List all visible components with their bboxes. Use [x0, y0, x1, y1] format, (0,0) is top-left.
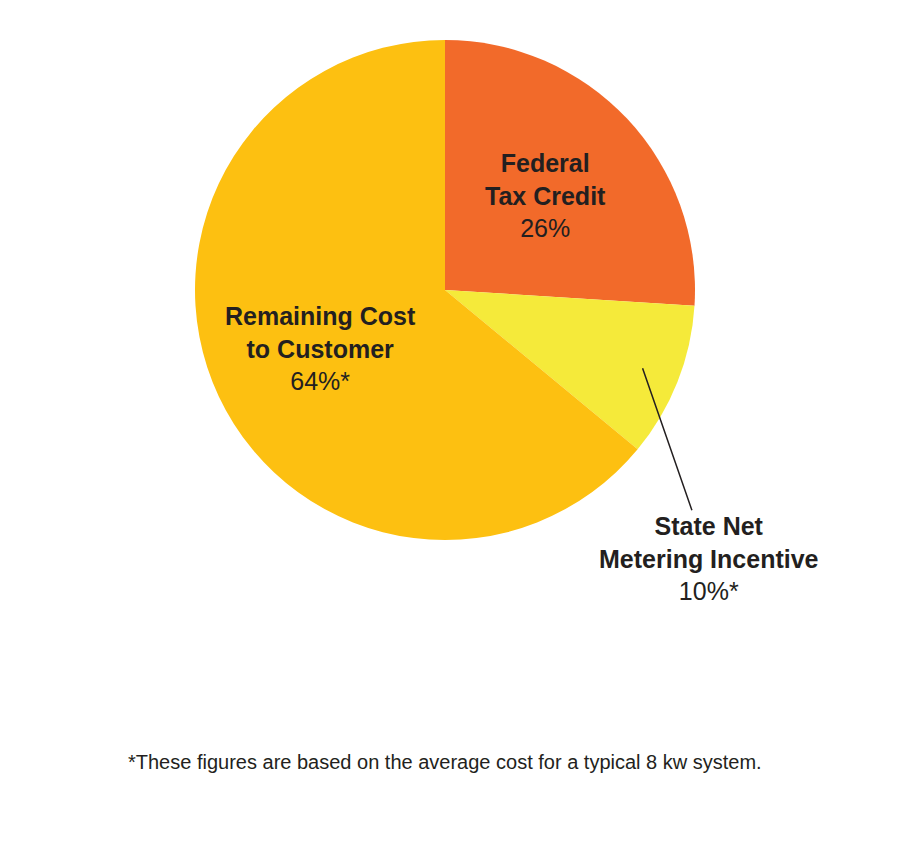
svg-text:Remaining Costto Customer64%*: Remaining Costto Customer64%* [225, 302, 416, 395]
svg-text:*These figures are based on th: *These figures are based on the average … [128, 751, 762, 773]
svg-text:State NetMetering Incentive10%: State NetMetering Incentive10%* [599, 512, 819, 605]
svg-text:FederalTax Credit26%: FederalTax Credit26% [485, 149, 606, 242]
